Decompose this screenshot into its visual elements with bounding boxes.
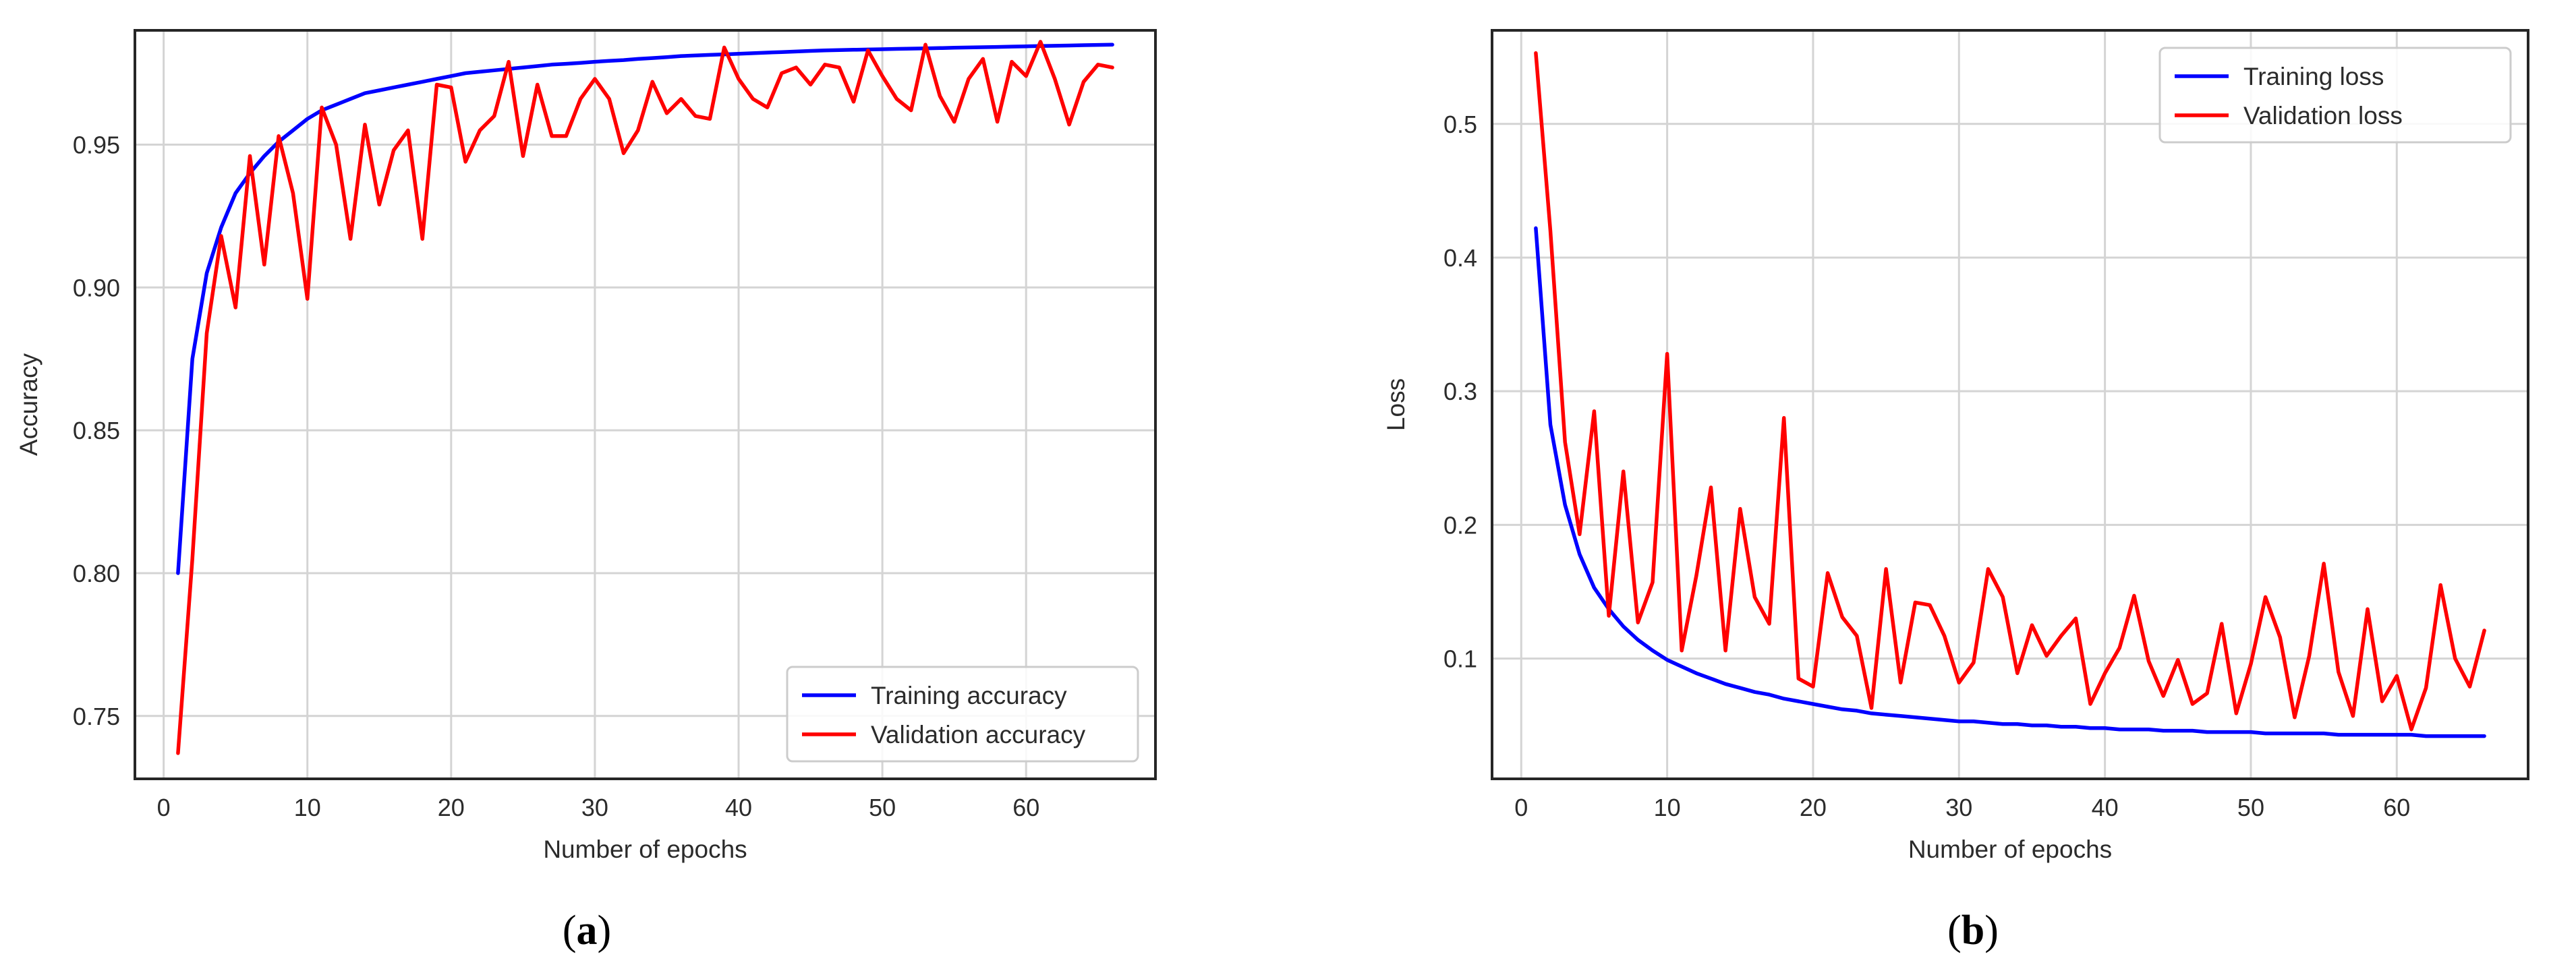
y-tick-label: 0.2: [1443, 511, 1477, 539]
x-tick-label: 40: [2092, 794, 2119, 821]
legend: Training loss Validation loss: [2158, 47, 2512, 144]
y-tick-label: 0.4: [1443, 244, 1477, 272]
series-group: [1534, 51, 2486, 738]
y-axis-label: Loss: [1382, 378, 1410, 431]
x-tick-label: 30: [581, 794, 608, 821]
y-tick-labels: 0.1 0.2 0.3 0.4 0.5: [1443, 111, 1477, 673]
legend-label: Validation loss: [2243, 102, 2403, 129]
y-tick-label: 0.1: [1443, 645, 1477, 673]
caption-open-paren: (: [1947, 908, 1962, 953]
legend-label: Validation accuracy: [871, 721, 1086, 748]
caption-letter: a: [577, 908, 598, 953]
caption-open-paren: (: [563, 908, 577, 953]
legend-label: Training accuracy: [871, 682, 1067, 709]
series-line: [1534, 51, 2486, 732]
chart-panel-b: 0 10 20 30 40 50 60 0.1 0.2 0.3 0.4 0.5 Number of …: [1382, 29, 2529, 953]
panel-caption: (b): [1947, 908, 1999, 953]
plot-frame: [1491, 29, 2529, 780]
grid-lines: [135, 30, 1155, 779]
y-tick-label: 0.80: [73, 560, 120, 587]
x-tick-labels: 0 10 20 30 40 50 60: [157, 794, 1040, 821]
caption-close-paren: ): [1984, 908, 1999, 953]
x-tick-label: 10: [1654, 794, 1681, 821]
x-tick-label: 0: [157, 794, 171, 821]
x-tick-label: 50: [2237, 794, 2264, 821]
x-tick-label: 30: [1945, 794, 1972, 821]
caption-letter: b: [1962, 908, 1984, 953]
x-tick-label: 40: [725, 794, 752, 821]
legend-box: [786, 666, 1139, 763]
y-tick-label: 0.75: [73, 703, 120, 730]
series-line: [1534, 226, 2486, 738]
panel-caption: (a): [563, 908, 611, 953]
y-tick-label: 0.3: [1443, 378, 1477, 405]
x-tick-label: 60: [2383, 794, 2410, 821]
x-axis-label: Number of epochs: [543, 835, 747, 863]
series-group: [176, 40, 1114, 755]
x-tick-label: 20: [1800, 794, 1827, 821]
plot-frame: [134, 29, 1157, 780]
x-tick-label: 20: [438, 794, 465, 821]
x-axis-label: Number of epochs: [1908, 835, 2112, 863]
y-tick-label: 0.90: [73, 274, 120, 301]
chart-panel-a: 0 10 20 30 40 50 60 0.75 0.80 0.85 0.90 0.95 Numbe…: [15, 29, 1157, 953]
y-tick-labels: 0.75 0.80 0.85 0.90 0.95: [73, 131, 120, 730]
y-axis-label: Accuracy: [15, 353, 42, 456]
legend: Training accuracy Validation accuracy: [786, 666, 1139, 763]
x-tick-label: 60: [1012, 794, 1039, 821]
legend-box: [2158, 47, 2512, 144]
x-tick-label: 10: [294, 794, 321, 821]
x-tick-label: 0: [1514, 794, 1528, 821]
x-tick-labels: 0 10 20 30 40 50 60: [1514, 794, 2410, 821]
caption-close-paren: ): [598, 908, 612, 953]
legend-label: Training loss: [2243, 63, 2384, 90]
y-tick-label: 0.95: [73, 131, 120, 158]
x-tick-label: 50: [869, 794, 896, 821]
y-tick-label: 0.85: [73, 417, 120, 444]
series-line: [176, 40, 1114, 755]
y-tick-label: 0.5: [1443, 111, 1477, 138]
series-line: [176, 42, 1114, 575]
